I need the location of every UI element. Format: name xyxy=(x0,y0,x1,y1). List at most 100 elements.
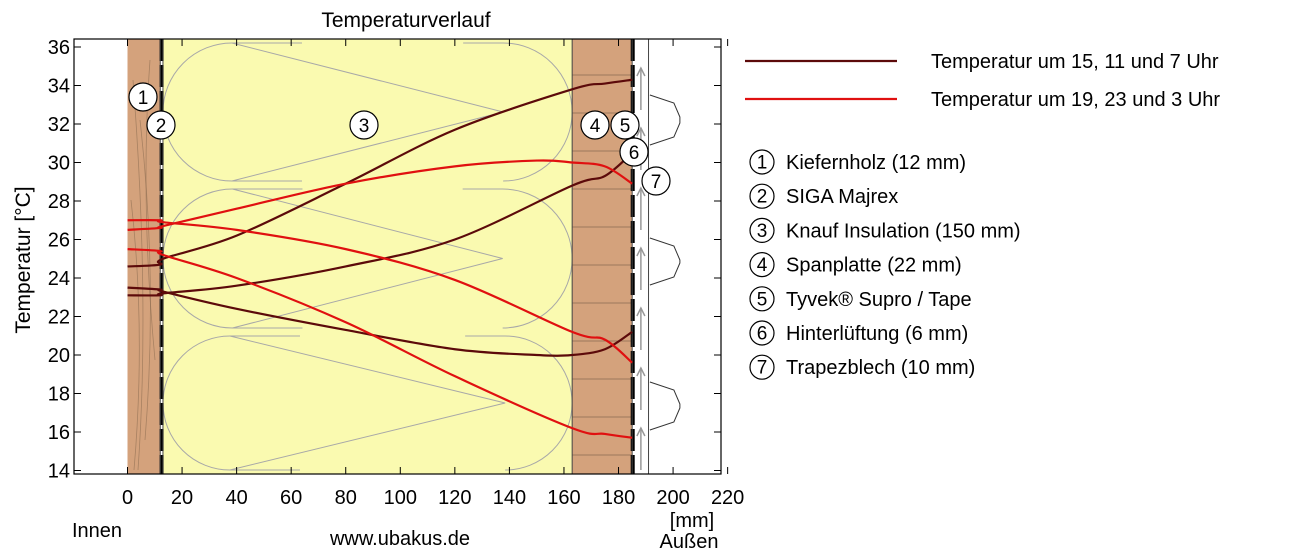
series-1-line-2 xyxy=(127,152,633,297)
layer-badge-number: 6 xyxy=(629,143,640,164)
y-tick-label: 34 xyxy=(48,76,70,98)
legend-layer-badge xyxy=(749,320,775,346)
x-tick-label: 20 xyxy=(171,487,193,509)
legend-layer-number: 3 xyxy=(757,221,768,242)
y-tick-label: 18 xyxy=(48,384,70,406)
airflow-arrow xyxy=(636,186,646,197)
x-tick-label: 80 xyxy=(335,487,357,509)
legend-layer-number: 7 xyxy=(757,358,768,379)
legend-layer-label: Spanplatte (22 mm) xyxy=(786,255,962,277)
legend-layer-badge xyxy=(749,354,775,380)
legend-layer-number: 2 xyxy=(757,187,768,208)
x-tick-label: 160 xyxy=(547,487,580,509)
series-1-line-3 xyxy=(127,286,633,357)
x-tick-label: 60 xyxy=(280,487,302,509)
legend-layer-badge xyxy=(749,286,775,312)
y-tick-label: 28 xyxy=(48,191,70,213)
airflow-arrow xyxy=(636,306,646,317)
legend-layer-badge xyxy=(749,183,775,209)
insulation-pattern xyxy=(229,402,506,471)
insulation-pattern xyxy=(229,335,506,404)
x-tick-label: 120 xyxy=(438,487,471,509)
plot-frame xyxy=(73,38,722,475)
legend-layer-badge xyxy=(749,252,775,278)
trapezoid-profile xyxy=(649,94,681,146)
insulation-pattern xyxy=(231,111,504,182)
x-tick-label: 40 xyxy=(225,487,247,509)
x-tick-label: 140 xyxy=(493,487,526,509)
layer-badge-number: 4 xyxy=(590,116,601,137)
legend-layer-number: 5 xyxy=(757,289,768,310)
airflow-arrow xyxy=(636,66,646,77)
layer-badge-circle xyxy=(128,82,158,112)
layer-badge-number: 7 xyxy=(651,172,662,193)
layer-badge-circle xyxy=(349,110,379,140)
airflow-arrow xyxy=(636,366,646,377)
legend-layer-number: 1 xyxy=(757,153,768,174)
y-tick-label: 30 xyxy=(48,153,70,175)
legend-layer-number: 6 xyxy=(757,324,768,345)
x-left-label: Innen xyxy=(72,520,122,542)
trapezoid-profile xyxy=(649,381,681,431)
legend-layer-number: 4 xyxy=(757,255,768,276)
airflow-arrow xyxy=(636,246,646,257)
trapezoid-profile xyxy=(649,237,681,286)
series-2-line-1 xyxy=(127,159,633,231)
layer-badge-circle xyxy=(146,110,176,140)
x-tick-label: 0 xyxy=(122,487,133,509)
layer-4-fill xyxy=(572,39,633,474)
y-axis-label: Temperatur [°C] xyxy=(12,186,35,333)
y-tick-label: 14 xyxy=(48,461,70,483)
x-tick-label: 200 xyxy=(656,487,689,509)
x-tick-label: 180 xyxy=(602,487,635,509)
legend-layer-label: SIGA Majrex xyxy=(786,186,898,208)
layer-badge-circle xyxy=(610,110,640,140)
y-tick-label: 24 xyxy=(48,268,70,290)
wood-grain xyxy=(139,119,151,441)
x-tick-label: 100 xyxy=(384,487,417,509)
x-right-label: Außen xyxy=(660,531,719,551)
layer-badge-number: 5 xyxy=(620,116,631,137)
legend-layer-badge xyxy=(749,217,775,243)
airflow-arrow xyxy=(636,426,646,437)
temperature-curves xyxy=(127,78,633,439)
legend-layer-label: Kiefernholz (12 mm) xyxy=(786,152,966,174)
chart-title: Temperaturverlauf xyxy=(321,9,490,32)
layer-7-fill xyxy=(648,39,676,474)
y-tick-label: 36 xyxy=(48,37,70,59)
legend: Temperatur um 15, 11 und 7 Uhr Temperatur… xyxy=(745,51,1220,380)
legend-line-label: Temperatur um 19, 23 und 3 Uhr xyxy=(931,89,1220,111)
y-tick-label: 16 xyxy=(48,422,70,444)
layer-badge-circle xyxy=(580,110,610,140)
insulation-pattern xyxy=(232,188,503,259)
series-1-line-1 xyxy=(127,78,633,268)
layer-badge-circle xyxy=(641,166,671,196)
legend-layer-label: Tyvek® Supro / Tape xyxy=(786,289,972,311)
legend-line-label: Temperatur um 15, 11 und 7 Uhr xyxy=(931,51,1219,73)
wood-grain xyxy=(130,199,140,471)
legend-layer-label: Trapezblech (10 mm) xyxy=(786,357,975,379)
layer-3-fill xyxy=(162,39,573,474)
series-2-line-2 xyxy=(127,219,633,364)
layer-badge-number: 1 xyxy=(138,88,149,109)
legend-layer-badge xyxy=(749,149,775,175)
y-tick-label: 32 xyxy=(48,114,70,136)
y-tick-label: 26 xyxy=(48,230,70,252)
legend-layer-label: Hinterlüftung (6 mm) xyxy=(786,323,968,345)
layer-badge-number: 2 xyxy=(156,116,167,137)
watermark-url: www.ubakus.de xyxy=(329,528,470,550)
y-tick-label: 22 xyxy=(48,307,70,329)
airflow-arrow xyxy=(636,126,646,137)
layer-fills xyxy=(127,39,676,474)
legend-layer-label: Knauf Insulation (150 mm) xyxy=(786,220,1021,242)
x-axis-unit-label: [mm] xyxy=(670,510,714,532)
layer-badge-circle xyxy=(619,137,649,167)
layer-badge-number: 3 xyxy=(359,116,370,137)
series-2-line-3 xyxy=(127,248,633,439)
x-tick-label: 220 xyxy=(711,487,744,509)
insulation-pattern xyxy=(231,42,504,113)
y-tick-label: 20 xyxy=(48,345,70,367)
layer-number-badges: 12 3 4 5 67 xyxy=(128,82,671,196)
